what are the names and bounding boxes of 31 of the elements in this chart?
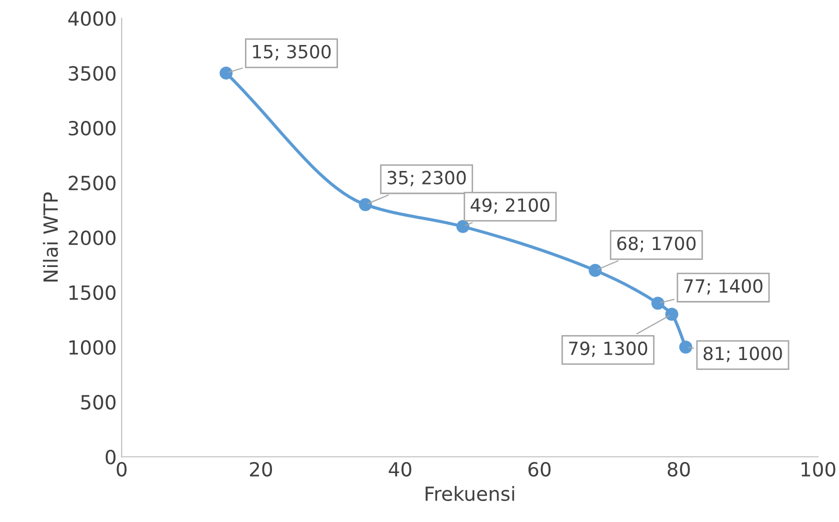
data-label: 77; 1400 bbox=[684, 279, 762, 295]
data-label: 68; 1700 bbox=[617, 236, 696, 252]
x-tick-label: 80 bbox=[668, 462, 690, 477]
point bbox=[679, 340, 692, 354]
x-tick-label: 60 bbox=[528, 462, 551, 477]
data-label: 35; 2300 bbox=[388, 170, 466, 186]
y-tick-label: 4000 bbox=[68, 11, 116, 26]
point bbox=[456, 220, 470, 234]
point bbox=[588, 264, 602, 277]
point bbox=[651, 296, 664, 310]
data-label: 79; 1300 bbox=[569, 342, 648, 358]
data-label: 81; 1000 bbox=[704, 346, 782, 362]
y-tick-label: 500 bbox=[81, 394, 116, 410]
y-tick-label: 2500 bbox=[68, 176, 116, 190]
y-tick-label: 2000 bbox=[68, 230, 116, 246]
point bbox=[358, 198, 372, 212]
point bbox=[665, 308, 678, 321]
point bbox=[220, 66, 233, 80]
y-tick-label: 3000 bbox=[68, 120, 116, 136]
y-axis-title: Nilai WTP bbox=[42, 192, 58, 282]
data-label: 15; 3500 bbox=[253, 44, 331, 60]
x-tick-label: 20 bbox=[250, 462, 272, 477]
x-tick-label: 100 bbox=[802, 462, 836, 477]
x-tick-label: 0 bbox=[116, 462, 127, 477]
x-tick-label: 40 bbox=[388, 462, 412, 477]
y-tick-label: 1000 bbox=[69, 340, 116, 355]
x-axis-title: Frekuensi bbox=[426, 486, 514, 502]
y-tick-label: 3500 bbox=[68, 66, 116, 81]
y-tick-label: 1500 bbox=[69, 285, 116, 300]
data-label: 49; 2100 bbox=[470, 198, 550, 214]
y-tick-label: 0 bbox=[106, 450, 116, 464]
